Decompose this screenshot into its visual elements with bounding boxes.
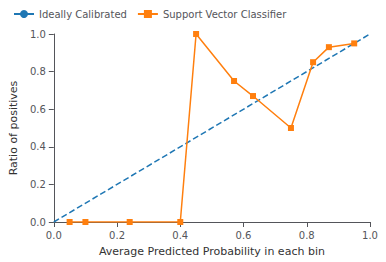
svg-text:0.2: 0.2	[30, 179, 46, 190]
svg-text:Support Vector Classifier: Support Vector Classifier	[163, 9, 287, 20]
svg-text:0.0: 0.0	[30, 217, 46, 228]
svg-text:0.8: 0.8	[30, 66, 46, 77]
svg-text:0.2: 0.2	[109, 230, 125, 241]
svg-text:0.4: 0.4	[172, 230, 188, 241]
svg-text:0.4: 0.4	[30, 141, 46, 152]
svg-text:Ideally Calibrated: Ideally Calibrated	[39, 9, 127, 20]
svg-text:Ratio of positives: Ratio of positives	[7, 80, 20, 175]
svg-text:0.0: 0.0	[46, 230, 62, 241]
svg-text:0.6: 0.6	[236, 230, 252, 241]
svg-text:Average Predicted Probability: Average Predicted Probability in each bi…	[99, 245, 325, 258]
svg-text:0.8: 0.8	[299, 230, 315, 241]
svg-text:1.0: 1.0	[30, 29, 46, 40]
svg-text:1.0: 1.0	[362, 230, 378, 241]
svg-text:0.6: 0.6	[30, 104, 46, 115]
